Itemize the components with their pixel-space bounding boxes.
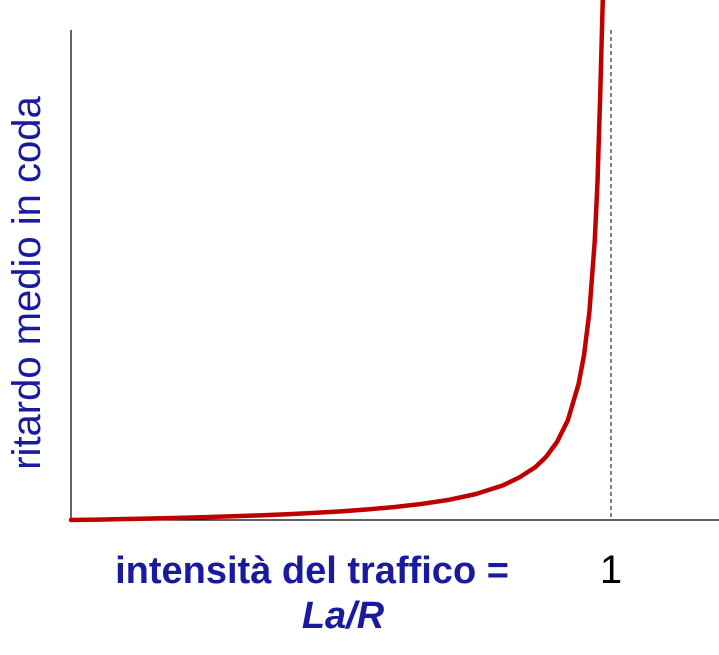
- x-tick-label: 1: [600, 548, 622, 592]
- x-axis-label-line1: intensità del traffico =: [115, 550, 509, 592]
- series-line: [68, 0, 606, 523]
- y-axis-label: ritardo medio in coda: [5, 95, 49, 469]
- x-tick-labels: 1: [600, 548, 622, 592]
- x-axis-label-line2: La/R: [302, 595, 385, 637]
